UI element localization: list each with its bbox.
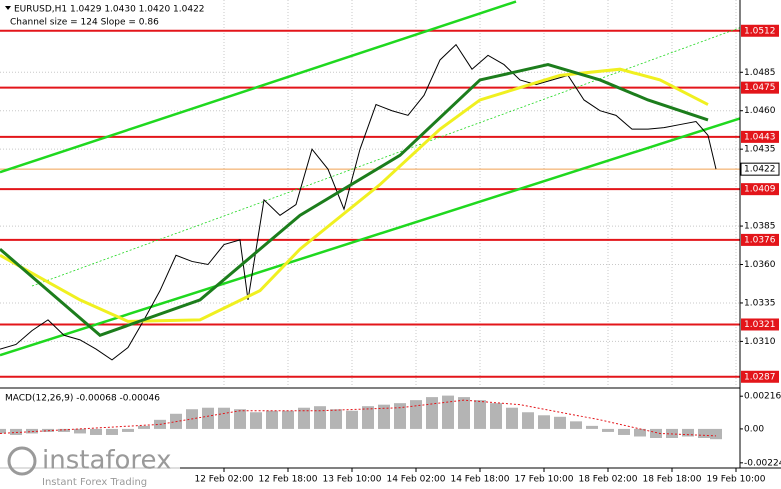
level-label-box [741, 370, 779, 383]
bar [666, 428, 678, 438]
x-tick-label: 14 Feb 18:00 [450, 475, 509, 485]
level-label: 1.0321 [744, 320, 776, 330]
bar [74, 428, 86, 434]
bar [58, 428, 70, 432]
bar [346, 410, 358, 429]
y-tick-label: 1.0385 [744, 222, 776, 232]
bar [538, 415, 550, 429]
logo: instaforex Instant Forex Trading [0, 442, 180, 489]
bar [250, 412, 262, 429]
bar [458, 397, 470, 429]
level-label: 1.0376 [744, 235, 776, 245]
series-line [0, 399, 717, 437]
y-tick-label: 1.0310 [744, 337, 776, 347]
bar [234, 409, 246, 429]
pane-title: MACD(12,26,9) -0.00068 -0.00046 [5, 394, 160, 404]
y-tick-label: 1.0460 [744, 106, 776, 116]
bar [0, 428, 6, 434]
bar [618, 428, 630, 435]
channel-info: Channel size = 124 Slope = 0.86 [10, 18, 159, 28]
bar [474, 400, 486, 429]
x-tick-label: 14 Feb 02:00 [386, 475, 445, 485]
level-label-box [741, 233, 779, 246]
bar [90, 428, 102, 435]
level-label-box [741, 318, 779, 331]
bar [426, 397, 438, 429]
symbol-line: EURUSD,H1 1.0429 1.0430 1.0420 1.0422 [14, 5, 205, 15]
series-line [0, 67, 709, 323]
bar [378, 404, 390, 429]
last-price-label: 1.0422 [744, 165, 776, 175]
x-tick-label: 12 Feb 02:00 [194, 475, 253, 485]
x-tick-label: 18 Feb 02:00 [578, 475, 637, 485]
bar [490, 403, 502, 429]
series-line [0, 117, 741, 357]
series-line [0, 43, 717, 361]
bar [394, 403, 406, 429]
series-line [0, 63, 709, 337]
y-tick-label: 1.0435 [744, 145, 776, 155]
bar [586, 425, 598, 429]
bar [634, 428, 646, 437]
level-label-box [741, 183, 779, 196]
x-tick-label: 13 Feb 10:00 [322, 475, 381, 485]
bar [570, 421, 582, 429]
level-label: 1.0443 [744, 132, 776, 142]
bar [650, 428, 662, 438]
last-price-box [740, 162, 780, 176]
bar [362, 406, 374, 429]
y-tick-label: 0.00216 [744, 392, 781, 402]
x-tick-label: 18 Feb 18:00 [642, 475, 701, 485]
bar [106, 428, 118, 435]
level-label-box [741, 24, 779, 37]
x-tick-label: 17 Feb 10:00 [514, 475, 573, 485]
y-tick-label: 1.0360 [744, 260, 776, 270]
logo-icon [7, 446, 37, 476]
y-tick-label: 0.00 [744, 424, 764, 434]
bar [330, 409, 342, 429]
level-label-box [741, 81, 779, 94]
bar [266, 410, 278, 429]
menu-arrow [5, 6, 11, 10]
bar [710, 428, 722, 440]
bar [442, 395, 454, 429]
bar [282, 410, 294, 429]
level-label: 1.0475 [744, 83, 776, 93]
y-tick-label: -0.00224 [744, 458, 781, 468]
level-label-box [741, 130, 779, 143]
bar [298, 407, 310, 429]
level-label: 1.0409 [744, 185, 776, 195]
level-label: 1.0512 [744, 26, 776, 36]
bar [10, 428, 22, 435]
logo-name: instaforex [42, 446, 171, 476]
x-tick-label: 12 Feb 18:00 [258, 475, 317, 485]
bar [202, 407, 214, 429]
y-tick-label: 1.0335 [744, 298, 776, 308]
bar [522, 412, 534, 429]
bar [314, 406, 326, 429]
logo-tagline: Instant Forex Trading [42, 477, 147, 488]
bar [506, 407, 518, 429]
y-tick-label: 1.0485 [744, 68, 776, 78]
bar [682, 428, 694, 437]
series-line [0, 0, 517, 174]
bar [698, 428, 710, 438]
bar [122, 428, 134, 432]
bar [410, 400, 422, 429]
bar [218, 407, 230, 429]
bar [138, 425, 150, 429]
plot-layer [0, 0, 741, 440]
x-tick-label: 19 Feb 10:00 [706, 475, 765, 485]
bar [554, 416, 566, 429]
level-label: 1.0287 [744, 372, 776, 382]
bar [602, 428, 614, 432]
